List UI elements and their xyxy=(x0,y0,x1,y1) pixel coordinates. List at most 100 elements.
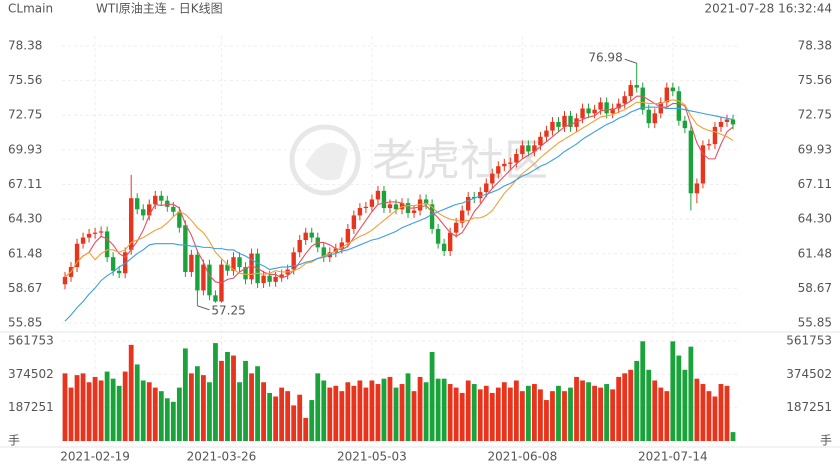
volume-bar xyxy=(267,392,273,441)
candle-body xyxy=(484,183,489,193)
volume-bar xyxy=(688,346,694,441)
x-tick-label: 2021-02-19 xyxy=(60,450,130,464)
candle-body xyxy=(526,145,531,152)
candle-body xyxy=(598,102,603,110)
candle-body xyxy=(261,275,266,284)
min-pointer xyxy=(197,305,210,311)
y-tick-label: 72.75 xyxy=(8,108,42,122)
volume-bar xyxy=(646,369,652,441)
volume-bar xyxy=(86,382,92,441)
candle-body xyxy=(375,190,381,200)
candle-body xyxy=(213,295,218,302)
volume-bar xyxy=(116,385,122,441)
candle-body xyxy=(730,119,736,125)
volume-bar xyxy=(532,384,537,441)
volume-bar xyxy=(640,341,646,441)
volume-bar xyxy=(652,380,658,441)
candle-body xyxy=(706,144,712,146)
y-tick-label-right: 手 xyxy=(820,434,832,448)
candle-body xyxy=(466,196,471,211)
candle-body xyxy=(724,119,730,122)
volume-bar xyxy=(538,389,543,441)
volume-bar xyxy=(164,398,170,441)
volume-bar xyxy=(447,384,453,441)
x-tick-label: 2021-05-03 xyxy=(337,450,407,464)
volume-bar xyxy=(556,385,561,441)
volume-bar xyxy=(134,364,140,441)
ma-line xyxy=(64,95,734,284)
y-tick-label-right: 58.67 xyxy=(798,281,832,295)
volume-bar xyxy=(231,355,236,441)
volume-bar xyxy=(249,373,254,441)
volume-bar xyxy=(261,382,266,441)
candle-body xyxy=(387,204,393,209)
volume-bar xyxy=(459,392,465,441)
candle-body xyxy=(183,225,188,272)
candle-body xyxy=(345,228,351,243)
candle-body xyxy=(592,109,597,114)
candle-body xyxy=(423,199,429,205)
volume-bar xyxy=(74,375,80,441)
volume-bar xyxy=(369,380,375,441)
volume-bar xyxy=(622,373,628,441)
candle-body xyxy=(128,198,134,250)
ma-line xyxy=(64,99,734,278)
volume-bar xyxy=(405,373,411,441)
candle-body xyxy=(291,252,296,270)
y-tick-label-right: 64.30 xyxy=(798,212,832,226)
candle-body xyxy=(586,108,591,114)
candle-body xyxy=(195,254,200,291)
volume-bar xyxy=(321,380,327,441)
y-tick-label-right: 69.93 xyxy=(798,142,832,156)
volume-bar xyxy=(489,392,495,441)
candle-body xyxy=(321,247,326,258)
candle-body xyxy=(562,115,567,127)
volume-bar xyxy=(507,387,513,441)
volume-bar xyxy=(399,384,405,441)
candle-body xyxy=(429,204,435,229)
ma-line xyxy=(64,106,734,322)
y-tick-label: 手 xyxy=(8,434,20,448)
symbol: CLmain xyxy=(8,2,53,16)
y-tick-label-right: 75.56 xyxy=(798,73,832,87)
candle-body xyxy=(98,231,104,233)
candle-body xyxy=(634,85,639,88)
candle-body xyxy=(153,195,158,205)
y-tick-label-right: 67.11 xyxy=(798,177,832,191)
candle-body xyxy=(459,210,465,223)
candle-body xyxy=(159,195,164,201)
y-tick-label-right: 78.38 xyxy=(798,39,832,53)
volume-bar xyxy=(682,369,688,441)
volume-bar xyxy=(213,343,218,441)
volume-bar xyxy=(550,391,555,441)
volume-bar xyxy=(513,380,519,441)
candle-body xyxy=(417,199,423,211)
volume-bar xyxy=(477,389,483,441)
candle-body xyxy=(646,109,651,124)
candle-body xyxy=(62,276,68,285)
volume-bar xyxy=(351,385,357,441)
volume-bar xyxy=(598,387,604,441)
candle-body xyxy=(297,240,302,253)
candle-body xyxy=(279,274,284,277)
volume-bar xyxy=(285,391,291,441)
volume-bar xyxy=(658,387,664,441)
candle-body xyxy=(652,113,657,124)
volume-bar xyxy=(580,380,585,441)
y-tick-label: 58.67 xyxy=(8,281,42,295)
candle-body xyxy=(147,204,152,216)
volume-bar xyxy=(104,371,110,441)
candle-body xyxy=(363,206,369,209)
volume-bar xyxy=(724,385,730,441)
candle-body xyxy=(712,126,718,145)
y-tick-label-right: 72.75 xyxy=(798,108,832,122)
volume-bar xyxy=(279,387,285,441)
volume-bar xyxy=(128,344,134,441)
candle-body xyxy=(538,136,543,146)
candle-body xyxy=(502,163,507,167)
candle-body xyxy=(393,204,399,210)
volume-bar xyxy=(291,405,297,441)
volume-bar xyxy=(194,366,200,441)
volume-bar xyxy=(495,387,501,441)
